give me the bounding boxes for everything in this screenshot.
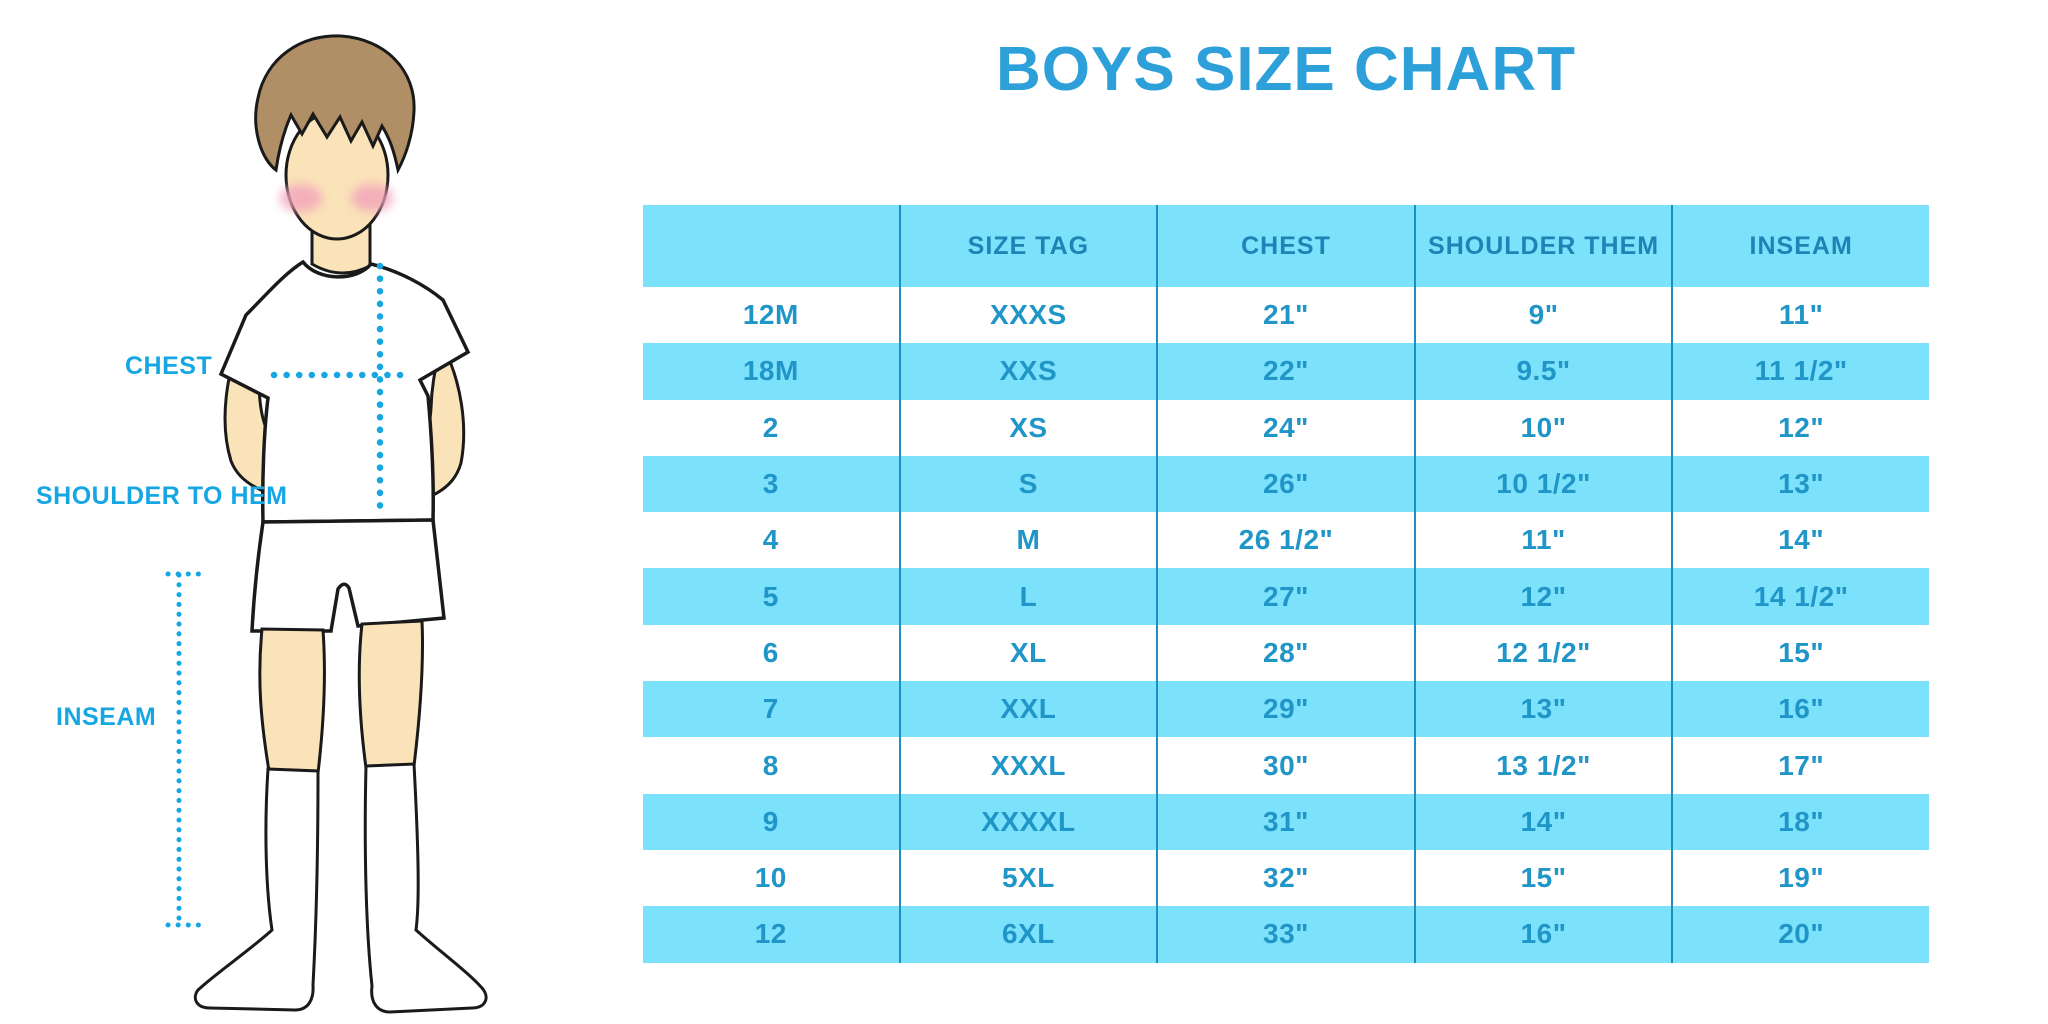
table-cell: 22" [1158,343,1416,400]
table-header-cell: INSEAM [1749,231,1853,260]
boy-figure-drawing [165,34,488,1014]
shoulder-to-hem-measurement-label: SHOULDER TO HEM [36,482,288,510]
table-cell: 7 [643,681,901,738]
table-row: 12M XXXS 21" 9" 11" [643,287,1929,344]
table-row: 18M XXS 22" 9.5" 11 1/2" [643,343,1929,400]
table-cell: 14" [1778,524,1825,556]
table-cell: 15" [1778,636,1825,668]
table-cell: 30" [1158,737,1416,794]
table-cell: 17" [1778,749,1825,781]
table-cell: 10 [643,849,901,907]
table-cell: 31" [1158,793,1416,850]
table-cell: 12" [1416,568,1674,625]
table-cell: 32" [1158,849,1416,907]
table-cell: 3 [643,455,901,513]
table-cell: 14" [1416,793,1674,850]
table-cell: 15" [1416,849,1674,907]
table-cell: 10 1/2" [1416,455,1674,513]
table-row: 2 XS 24" 10" 12" [643,399,1929,456]
table-row: 8 XXXL 30" 13 1/2" 17" [643,737,1929,794]
table-cell: XS [901,399,1159,456]
table-cell: 12" [1778,411,1825,443]
table-cell: 2 [643,399,901,456]
table-cell: 16" [1778,693,1825,725]
table-cell: 11" [1778,299,1824,331]
table-cell: 13" [1416,681,1674,738]
table-cell: 6XL [901,906,1159,963]
boy-hair [254,34,416,175]
table-cell: 11 1/2" [1754,355,1848,387]
table-cell: XXL [901,681,1159,738]
table-cell: XXXXL [901,793,1159,850]
table-cell: 9" [1416,287,1674,344]
table-row: 12 6XL 33" 16" 20" [643,906,1929,963]
boy-legs [258,619,425,775]
table-cell: 4 [643,512,901,569]
table-cell: XXXS [901,287,1159,344]
table-cell: 9 [643,793,901,850]
table-cell: 5XL [901,849,1159,907]
boy-blush-cheeks [280,184,393,212]
table-cell: M [901,512,1159,569]
table-row: 7 XXL 29" 13" 16" [643,681,1929,738]
boy-tshirt [218,259,471,524]
table-cell: 12 [643,906,901,963]
boy-shorts [250,518,446,633]
table-cell: 10" [1416,399,1674,456]
table-cell: 26" [1158,455,1416,513]
table-cell: 18" [1778,805,1825,837]
inseam-measurement-label: INSEAM [56,703,157,731]
table-row: 4 M 26 1/2" 11" 14" [643,512,1929,569]
table-cell: L [901,568,1159,625]
table-row: 3 S 26" 10 1/2" 13" [643,455,1929,513]
table-cell: 13" [1778,468,1825,500]
table-cell: 21" [1158,287,1416,344]
table-cell: 33" [1158,906,1416,963]
table-header-cell [643,205,901,287]
table-cell: 19" [1778,862,1825,894]
table-cell: XXS [901,343,1159,400]
table-cell: 12M [643,287,901,344]
size-chart-table: SIZE TAG CHEST SHOULDER THEM INSEAM 12M XXXS 2… [643,205,1929,963]
table-cell: 11" [1416,512,1674,569]
inseam-dotted-line [165,571,204,928]
table-cell: 20" [1778,918,1825,950]
chest-measurement-label: CHEST [125,352,213,380]
table-header-cell: CHEST [1158,205,1416,287]
table-cell: 29" [1158,681,1416,738]
table-cell: 8 [643,737,901,794]
table-header-cell: SHOULDER THEM [1416,205,1674,287]
table-cell: 28" [1158,624,1416,682]
boy-socks [193,762,488,1014]
table-cell: 5 [643,568,901,625]
table-cell: 14 1/2" [1753,580,1849,612]
table-cell: 24" [1158,399,1416,456]
table-cell: XXXL [901,737,1159,794]
table-row: 5 L 27" 12" 14 1/2" [643,568,1929,625]
table-cell: 12 1/2" [1416,624,1674,682]
table-cell: 26 1/2" [1158,512,1416,569]
table-cell: 13 1/2" [1416,737,1674,794]
table-cell: S [901,455,1159,513]
table-row: 6 XL 28" 12 1/2" 15" [643,624,1929,682]
table-header-cell: SIZE TAG [901,205,1159,287]
table-cell: 9.5" [1416,343,1674,400]
table-cell: 18M [643,343,901,400]
table-header-row: SIZE TAG CHEST SHOULDER THEM INSEAM [643,205,1929,287]
table-row: 9 XXXXL 31" 14" 18" [643,793,1929,850]
table-cell: 16" [1416,906,1674,963]
page-title: BOYS SIZE CHART [996,35,1576,104]
table-cell: 6 [643,624,901,682]
table-cell: XL [901,624,1159,682]
boy-measurement-illustration: CHEST SHOULDER TO HEM INSEAM [0,0,640,1024]
table-cell: 27" [1158,568,1416,625]
table-row: 10 5XL 32" 15" 19" [643,849,1929,907]
